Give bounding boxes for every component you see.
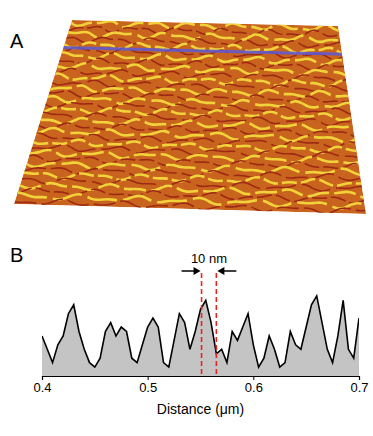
surface-stripe (41, 118, 353, 131)
surface-stripe (29, 155, 358, 168)
annotation-line (201, 273, 203, 376)
annotation-line (216, 273, 218, 376)
x-tick: 0.6 (245, 376, 263, 395)
panel-label: A (10, 30, 24, 52)
x-tick-label: 0.6 (245, 380, 263, 395)
x-tick-label: 0.4 (33, 380, 51, 395)
x-tick-label: 0.5 (139, 380, 157, 395)
surface-stripe (22, 178, 362, 191)
surface-image (14, 20, 366, 214)
figure: A B 0.4 0.5 0.6 0.7 Distance (μm) 10 nm (0, 0, 373, 436)
x-tick-label: 0.7 (350, 380, 368, 395)
surface-stripe (48, 96, 350, 107)
surface-stripe (71, 21, 339, 31)
annotation-arrowhead (194, 267, 201, 275)
profile-line (63, 48, 342, 55)
surface-base (14, 20, 366, 214)
x-tick: 0.7 (350, 376, 368, 395)
surface-stripe (15, 199, 366, 213)
surface-stripe (52, 80, 347, 91)
surface-stripe (30, 150, 358, 163)
surface-stripe (43, 108, 352, 121)
annotation-arrows (182, 267, 237, 275)
annotation-arrowhead (217, 267, 224, 275)
x-axis-title: Distance (μm) (157, 401, 244, 417)
profile-area (42, 296, 359, 376)
panel-label: B (10, 244, 23, 266)
plot-area (42, 273, 359, 376)
annotation-label: 10 nm (191, 251, 227, 266)
surface-stripe (55, 68, 346, 81)
profile-line (42, 296, 359, 367)
x-axis: 0.4 0.5 0.6 0.7 (33, 376, 368, 395)
x-tick: 0.4 (33, 376, 51, 395)
x-tick: 0.5 (139, 376, 157, 395)
surface-stripe (27, 163, 361, 175)
x-axis-line (43, 377, 360, 381)
